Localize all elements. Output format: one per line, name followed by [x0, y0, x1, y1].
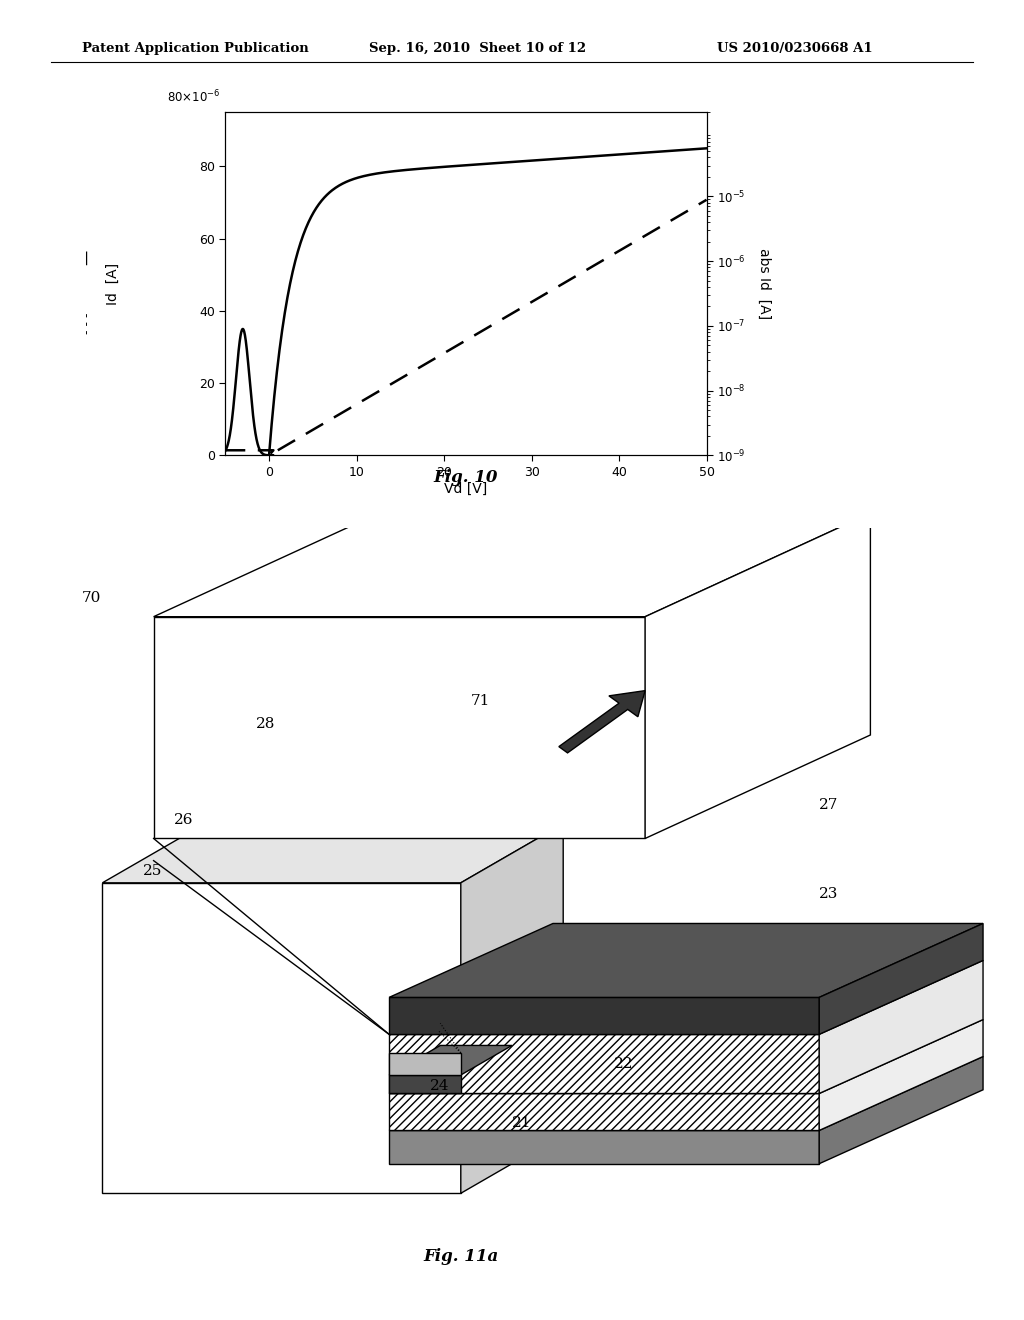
- Text: Sep. 16, 2010  Sheet 10 of 12: Sep. 16, 2010 Sheet 10 of 12: [369, 42, 586, 55]
- Text: Id  [A]: Id [A]: [105, 263, 120, 305]
- Polygon shape: [389, 1130, 819, 1164]
- Text: Patent Application Publication: Patent Application Publication: [82, 42, 308, 55]
- Text: Fig. 10: Fig. 10: [434, 469, 498, 486]
- X-axis label: Vd [V]: Vd [V]: [444, 482, 487, 495]
- Polygon shape: [389, 1019, 983, 1093]
- Text: - - -: - - -: [81, 313, 93, 334]
- Text: 25: 25: [143, 865, 163, 878]
- Polygon shape: [389, 1074, 461, 1093]
- Text: 27: 27: [819, 797, 839, 812]
- Polygon shape: [819, 1019, 983, 1130]
- Text: Fig. 11a: Fig. 11a: [423, 1247, 499, 1265]
- Text: 26: 26: [174, 813, 194, 826]
- Text: 22: 22: [614, 1056, 634, 1071]
- Text: 23: 23: [819, 887, 839, 900]
- Polygon shape: [389, 961, 983, 1035]
- Text: $80{\times}10^{-6}$: $80{\times}10^{-6}$: [167, 88, 220, 106]
- Polygon shape: [819, 961, 983, 1093]
- Polygon shape: [154, 513, 870, 616]
- Polygon shape: [389, 1093, 819, 1130]
- Polygon shape: [389, 924, 983, 998]
- Polygon shape: [389, 1053, 461, 1074]
- Polygon shape: [102, 824, 563, 883]
- Polygon shape: [389, 1035, 819, 1093]
- Polygon shape: [102, 883, 461, 1193]
- Text: 71: 71: [471, 694, 490, 709]
- Text: 24: 24: [430, 1078, 450, 1093]
- Text: 28: 28: [256, 717, 275, 730]
- Text: US 2010/0230668 A1: US 2010/0230668 A1: [717, 42, 872, 55]
- Text: 21: 21: [512, 1115, 531, 1130]
- Polygon shape: [389, 998, 819, 1035]
- Polygon shape: [819, 924, 983, 1035]
- Text: —: —: [80, 249, 94, 265]
- Text: 70: 70: [82, 591, 101, 605]
- Polygon shape: [154, 616, 645, 838]
- Y-axis label: abs Id  [A]: abs Id [A]: [757, 248, 771, 319]
- Polygon shape: [461, 824, 563, 1193]
- Polygon shape: [819, 1056, 983, 1164]
- FancyArrow shape: [559, 690, 645, 752]
- Polygon shape: [645, 513, 870, 838]
- Polygon shape: [389, 1056, 983, 1130]
- Polygon shape: [389, 1045, 512, 1074]
